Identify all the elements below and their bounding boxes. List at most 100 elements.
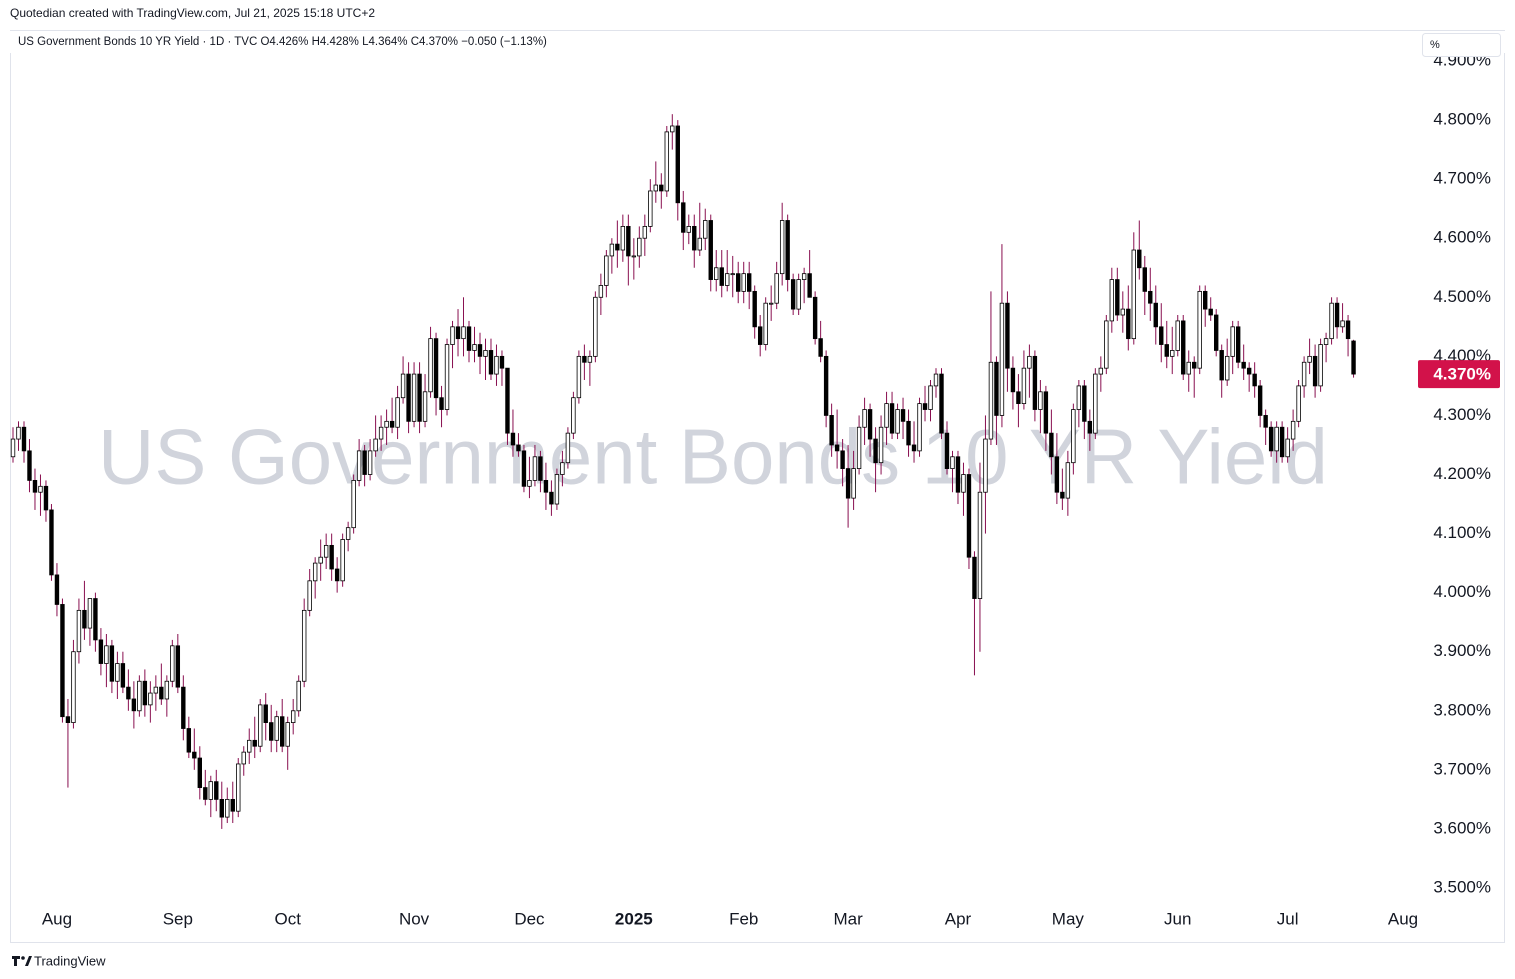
candle-body xyxy=(307,580,312,611)
y-tick-label: 4.300% xyxy=(1433,405,1491,424)
candle-body xyxy=(241,751,246,765)
candle-body xyxy=(38,485,43,493)
candle-body xyxy=(1109,279,1115,322)
candle-body xyxy=(736,273,741,292)
candle-body xyxy=(1082,385,1087,422)
candle-body xyxy=(834,444,840,452)
candle-body xyxy=(895,409,900,434)
candle-body xyxy=(148,692,153,706)
candle-body xyxy=(389,420,395,428)
candle-body xyxy=(900,409,906,422)
candle-body xyxy=(752,290,757,328)
candle-body xyxy=(1318,344,1323,387)
candle-body xyxy=(1323,338,1329,345)
x-tick-label: Sep xyxy=(163,909,193,928)
candle-body xyxy=(571,397,576,434)
x-tick-label: Aug xyxy=(42,909,72,928)
y-tick-label: 4.700% xyxy=(1433,169,1491,188)
candle-body xyxy=(741,273,746,292)
candle-body xyxy=(285,722,290,747)
credit: Quotedian created with TradingView.com, … xyxy=(10,6,375,20)
candle-body xyxy=(181,686,186,729)
candle-body xyxy=(593,296,598,357)
candle-body xyxy=(801,273,807,280)
candle-body xyxy=(796,279,801,310)
candle-body xyxy=(301,609,307,682)
x-tick-label: 2025 xyxy=(615,909,653,928)
candle-body xyxy=(378,426,384,440)
candle-body xyxy=(845,468,851,499)
y-tick-label: 3.900% xyxy=(1433,641,1491,660)
y-tick-label: 3.500% xyxy=(1433,877,1491,896)
candle-body xyxy=(1241,361,1246,369)
candle-body xyxy=(422,391,428,422)
candle-body xyxy=(670,125,675,133)
candle-body xyxy=(582,355,587,363)
candle-body xyxy=(312,562,318,582)
header: US Government Bonds 10 YR Yield · 1D · T… xyxy=(18,36,547,48)
candle-body xyxy=(768,302,774,305)
candle-body xyxy=(653,184,659,192)
candle-body xyxy=(219,798,224,818)
candle-body xyxy=(1186,361,1191,375)
y-tick-label: 3.700% xyxy=(1433,759,1491,778)
candle-body xyxy=(76,609,82,653)
candle-body xyxy=(1340,320,1345,328)
last-price-tag xyxy=(1418,360,1500,389)
candle-body xyxy=(708,220,713,280)
candle-body xyxy=(878,426,884,464)
candle-body xyxy=(994,361,999,416)
candle-body xyxy=(1104,320,1109,369)
candle-body xyxy=(560,462,565,475)
candle-body xyxy=(203,787,208,800)
candle-body xyxy=(933,373,939,387)
candle-body xyxy=(757,326,763,345)
candle-body xyxy=(790,279,796,310)
candle-body xyxy=(1192,361,1197,369)
candle-body xyxy=(334,568,340,582)
candle-body xyxy=(714,267,719,280)
candle-body xyxy=(692,225,697,251)
candle-body xyxy=(1032,355,1038,410)
candle-body xyxy=(779,220,785,275)
candle-body xyxy=(642,225,648,239)
candle-body xyxy=(604,255,609,286)
candle-body xyxy=(928,385,933,410)
candle-body xyxy=(818,338,823,357)
candle-body xyxy=(1257,385,1263,416)
candle-body xyxy=(1181,320,1186,375)
unit-box[interactable] xyxy=(1422,33,1501,57)
candle-body xyxy=(1230,326,1235,357)
candle-body xyxy=(450,326,455,345)
candle-body xyxy=(686,225,691,233)
y-tick-label: 4.600% xyxy=(1433,228,1491,247)
candle-body xyxy=(214,781,219,800)
candle-body xyxy=(1351,340,1356,375)
candle-body xyxy=(71,651,76,724)
candle-body xyxy=(867,409,873,440)
candle-body xyxy=(428,338,433,393)
candle-body xyxy=(175,645,181,688)
candle-body xyxy=(884,403,889,428)
candle-body xyxy=(65,716,71,724)
x-tick-label: Mar xyxy=(833,909,863,928)
watermark: US Government Bonds 10 YR Yield xyxy=(98,413,1328,501)
candle-body xyxy=(681,202,686,233)
candle-body xyxy=(725,273,730,286)
candle-body xyxy=(21,426,27,452)
candle-body xyxy=(510,432,516,446)
candle-body xyxy=(829,415,834,446)
candle-body xyxy=(856,426,862,469)
candle-body xyxy=(1268,426,1274,452)
candle-body xyxy=(340,539,345,582)
candle-body xyxy=(269,722,274,741)
candle-body xyxy=(1098,367,1104,375)
candle-body xyxy=(1142,267,1147,292)
candle-body xyxy=(648,190,653,227)
candle-body xyxy=(170,645,175,682)
candle-body xyxy=(10,438,16,458)
candle-body xyxy=(620,225,626,251)
candle-body xyxy=(1076,385,1082,410)
candle-body xyxy=(1071,409,1076,464)
